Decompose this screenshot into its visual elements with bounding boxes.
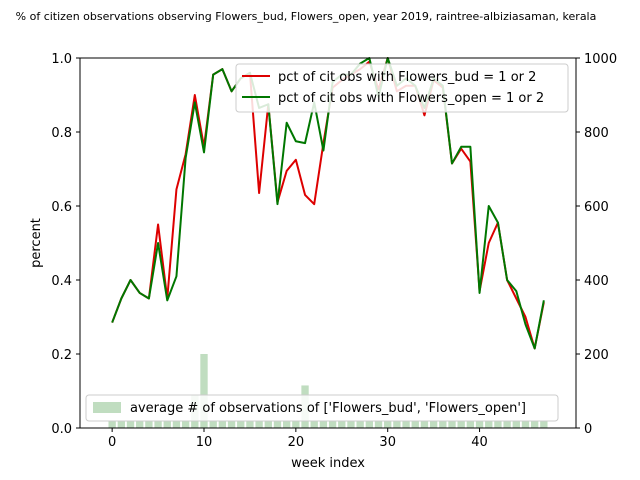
obs-bar (530, 420, 539, 428)
obs-bar (117, 420, 126, 428)
obs-bar (163, 420, 171, 428)
y2-tick-label: 1000 (584, 52, 617, 67)
legend-bars-swatch (93, 402, 121, 413)
obs-bar (457, 420, 465, 428)
legend-open-label: pct of cit obs with Flowers_open = 1 or … (278, 91, 544, 106)
obs-bar (136, 420, 144, 428)
legend-top-box (235, 63, 569, 113)
y-tick-label: 0.4 (51, 274, 72, 289)
x-tick-label: 0 (108, 435, 116, 450)
obs-bar (374, 420, 383, 428)
obs-bar (255, 420, 263, 428)
obs-bar (475, 420, 484, 428)
x-axis: 0 10 20 30 40 (108, 428, 488, 450)
y2-tick-label: 400 (584, 274, 609, 289)
obs-bar (393, 420, 401, 428)
obs-bar (466, 420, 475, 428)
obs-bar (439, 420, 447, 428)
obs-bar (448, 420, 456, 428)
y2-tick-label: 600 (584, 200, 609, 215)
obs-bar (540, 420, 548, 428)
obs-bar (521, 420, 530, 428)
obs-bar (347, 420, 355, 428)
obs-bar (485, 420, 493, 428)
obs-bar (172, 420, 181, 428)
obs-bar (503, 420, 511, 428)
obs-bar (319, 420, 328, 428)
legend-bottom-box (85, 394, 559, 422)
y-tick-label: 0.6 (51, 200, 72, 215)
obs-bar (402, 420, 410, 428)
y-axis-label: percent (29, 218, 44, 268)
obs-bar (145, 420, 153, 428)
legend-top: pct of cit obs with Flowers_bud = 1 or 2… (235, 63, 569, 113)
lines-layer (111, 57, 545, 350)
obs-bar (338, 420, 346, 428)
obs-bar (292, 420, 300, 428)
series-open-line (111, 57, 545, 350)
x-tick-label: 30 (379, 435, 396, 450)
obs-bar (273, 420, 282, 428)
chart-title: % of citizen observations observing Flow… (16, 10, 597, 23)
y2-tick-label: 200 (584, 348, 609, 363)
y-tick-label: 0.2 (51, 348, 72, 363)
obs-bar (154, 420, 162, 428)
obs-bar (126, 420, 135, 428)
obs-bar (181, 420, 190, 428)
plot-frame (79, 57, 577, 429)
obs-bar (429, 420, 438, 428)
obs-bar (310, 420, 318, 428)
legend-bottom: average # of observations of ['Flowers_b… (85, 394, 559, 422)
y-tick-label: 1.0 (51, 52, 72, 67)
obs-bar (420, 420, 429, 428)
y2-tick-label: 0 (584, 422, 592, 437)
obs-bar (218, 420, 227, 428)
x-tick-label: 10 (196, 435, 213, 450)
obs-bar (512, 420, 520, 428)
obs-bar (209, 420, 217, 428)
obs-bar (384, 420, 392, 428)
obs-bar (246, 420, 254, 428)
x-axis-label: week index (291, 456, 365, 471)
x-tick-label: 20 (288, 435, 305, 450)
y2-tick-label: 800 (584, 126, 609, 141)
obs-bar (282, 420, 291, 428)
legend-bud-label: pct of cit obs with Flowers_bud = 1 or 2 (278, 70, 536, 85)
obs-bar (411, 420, 419, 428)
y-axis-right: 0 200 400 600 800 1000 (576, 52, 617, 437)
y-tick-label: 0.0 (51, 422, 72, 437)
obs-bar (365, 420, 374, 428)
y-axis-left: 0.0 0.2 0.4 0.6 0.8 1.0 (51, 52, 80, 437)
obs-bar (237, 420, 245, 428)
obs-bar (200, 354, 208, 428)
obs-bar (494, 420, 502, 428)
legend-bars-label: average # of observations of ['Flowers_b… (130, 401, 526, 416)
obs-bar (264, 420, 272, 428)
obs-bar (328, 420, 337, 428)
x-tick-label: 40 (471, 435, 488, 450)
obs-bar (227, 420, 236, 428)
obs-bar (356, 420, 364, 428)
y-tick-label: 0.8 (51, 126, 72, 141)
obs-bar (108, 420, 116, 428)
